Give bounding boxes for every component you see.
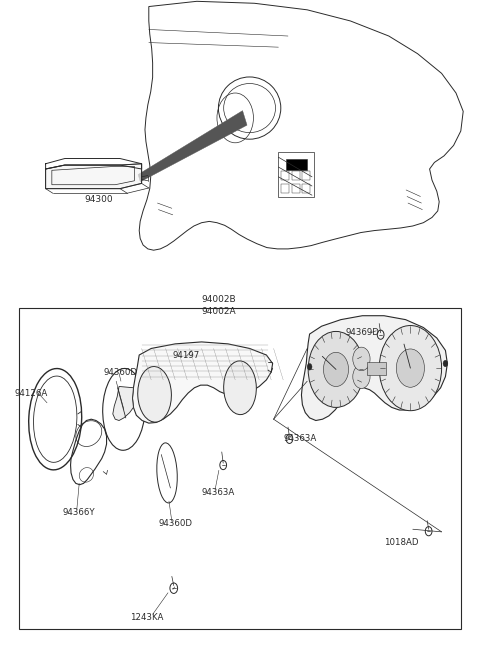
Bar xyxy=(281,184,289,193)
Bar xyxy=(286,159,307,170)
Circle shape xyxy=(324,352,348,386)
Bar xyxy=(302,171,310,180)
Ellipse shape xyxy=(138,367,171,422)
Circle shape xyxy=(443,360,448,367)
Text: 1243KA: 1243KA xyxy=(130,612,163,622)
Text: 94369D: 94369D xyxy=(346,328,380,337)
Ellipse shape xyxy=(224,361,256,415)
Circle shape xyxy=(353,365,370,388)
Text: 94300: 94300 xyxy=(84,195,113,204)
Circle shape xyxy=(379,326,442,411)
Polygon shape xyxy=(301,316,447,421)
Bar xyxy=(19,308,461,629)
Bar xyxy=(278,152,314,196)
Bar xyxy=(367,362,386,375)
Bar xyxy=(292,171,300,180)
Bar xyxy=(292,184,300,193)
Text: 94363A: 94363A xyxy=(202,488,235,497)
Text: 94126A: 94126A xyxy=(14,388,48,398)
Polygon shape xyxy=(138,111,247,182)
Circle shape xyxy=(308,331,364,407)
Polygon shape xyxy=(132,342,273,423)
Text: 94360D: 94360D xyxy=(103,367,137,377)
Polygon shape xyxy=(46,164,142,189)
Text: 94363A: 94363A xyxy=(283,434,316,443)
Text: 94366Y: 94366Y xyxy=(62,508,95,517)
Polygon shape xyxy=(113,386,133,421)
Text: 1018AD: 1018AD xyxy=(384,538,419,547)
Circle shape xyxy=(396,349,424,387)
Text: 94197: 94197 xyxy=(173,350,200,360)
Bar xyxy=(302,184,310,193)
Bar xyxy=(281,171,289,180)
Text: 94360D: 94360D xyxy=(158,519,192,529)
Text: 94002A: 94002A xyxy=(201,307,236,316)
Text: 94002B: 94002B xyxy=(201,295,236,305)
Circle shape xyxy=(353,347,370,371)
Circle shape xyxy=(307,364,312,370)
